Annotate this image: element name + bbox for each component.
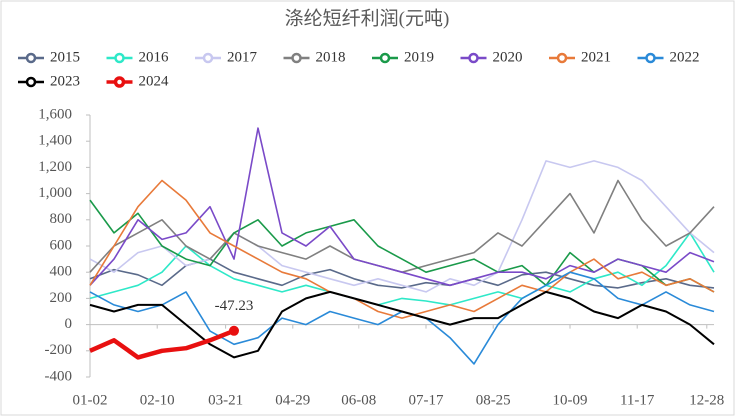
y-tick-label: 1,400 bbox=[38, 133, 72, 149]
legend-marker bbox=[114, 52, 125, 64]
x-tick-label: 04-29 bbox=[275, 392, 310, 408]
x-tick-label: 07-17 bbox=[409, 392, 444, 408]
legend-marker bbox=[25, 52, 37, 64]
legend-marker bbox=[25, 76, 37, 88]
legend-label: 2018 bbox=[316, 49, 346, 65]
y-tick-label: 600 bbox=[50, 237, 73, 253]
legend-marker bbox=[379, 52, 391, 64]
x-tick-label: 10-09 bbox=[553, 392, 588, 408]
legend-marker bbox=[202, 52, 214, 64]
legend-label: 2021 bbox=[581, 49, 611, 65]
x-tick-label: 06-08 bbox=[341, 392, 376, 408]
series-line bbox=[89, 290, 715, 359]
series-line bbox=[89, 328, 235, 360]
x-tick-label: 03-21 bbox=[208, 392, 243, 408]
y-tick-label: -200 bbox=[45, 342, 73, 358]
x-tick-label: 08-25 bbox=[476, 392, 511, 408]
legend-label: 2024 bbox=[139, 73, 170, 89]
legend-marker bbox=[468, 52, 479, 64]
legend-label: 2020 bbox=[493, 49, 523, 65]
legend-label: 2019 bbox=[404, 49, 434, 65]
y-tick-label: -400 bbox=[45, 368, 73, 384]
y-tick-label: 0 bbox=[65, 316, 73, 332]
legend-marker bbox=[113, 76, 126, 88]
y-tick-label: 800 bbox=[50, 211, 73, 227]
y-tick-label: 200 bbox=[50, 290, 73, 306]
y-tick-label: 1,600 bbox=[38, 106, 72, 122]
legend-label: 2022 bbox=[670, 49, 700, 65]
point bbox=[229, 325, 239, 336]
y-tick-label: 1,000 bbox=[38, 185, 72, 201]
y-tick-label: 1,200 bbox=[38, 159, 72, 175]
legend-marker bbox=[645, 52, 656, 64]
chart-title: 涤纶短纤利润(元吨) bbox=[285, 7, 450, 29]
legend-label: 2017 bbox=[227, 49, 258, 65]
legend-marker bbox=[556, 52, 568, 64]
x-tick-label: 12-28 bbox=[689, 392, 724, 408]
series-line bbox=[89, 232, 715, 306]
legend-marker bbox=[291, 52, 302, 64]
x-tick-label: 11-17 bbox=[620, 392, 655, 408]
series-line bbox=[89, 127, 715, 287]
legend-label: 2016 bbox=[139, 49, 170, 65]
series-line bbox=[89, 179, 715, 319]
series-line bbox=[89, 160, 715, 293]
legend-label: 2023 bbox=[50, 73, 80, 89]
annotation: -47.23 bbox=[215, 298, 254, 314]
x-tick-label: 02-10 bbox=[140, 392, 175, 408]
legend-label: 2015 bbox=[50, 49, 80, 65]
x-tick-label: 01-02 bbox=[73, 392, 108, 408]
y-tick-label: 400 bbox=[50, 264, 73, 280]
